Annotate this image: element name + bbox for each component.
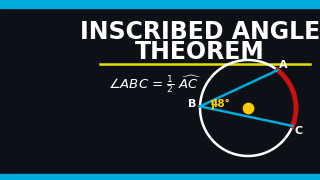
Point xyxy=(245,107,251,109)
Bar xyxy=(0,0,320,8)
Text: $\angle$ABC = $\frac{1}{2}$ $\widehat{AC}$: $\angle$ABC = $\frac{1}{2}$ $\widehat{AC… xyxy=(108,73,201,95)
Text: A: A xyxy=(279,60,288,70)
Text: C: C xyxy=(294,126,303,136)
Text: THEOREM: THEOREM xyxy=(135,40,265,64)
Text: B: B xyxy=(188,99,196,109)
Bar xyxy=(0,174,320,180)
Text: 48°: 48° xyxy=(210,99,230,109)
Text: INSCRIBED ANGLE: INSCRIBED ANGLE xyxy=(80,20,320,44)
